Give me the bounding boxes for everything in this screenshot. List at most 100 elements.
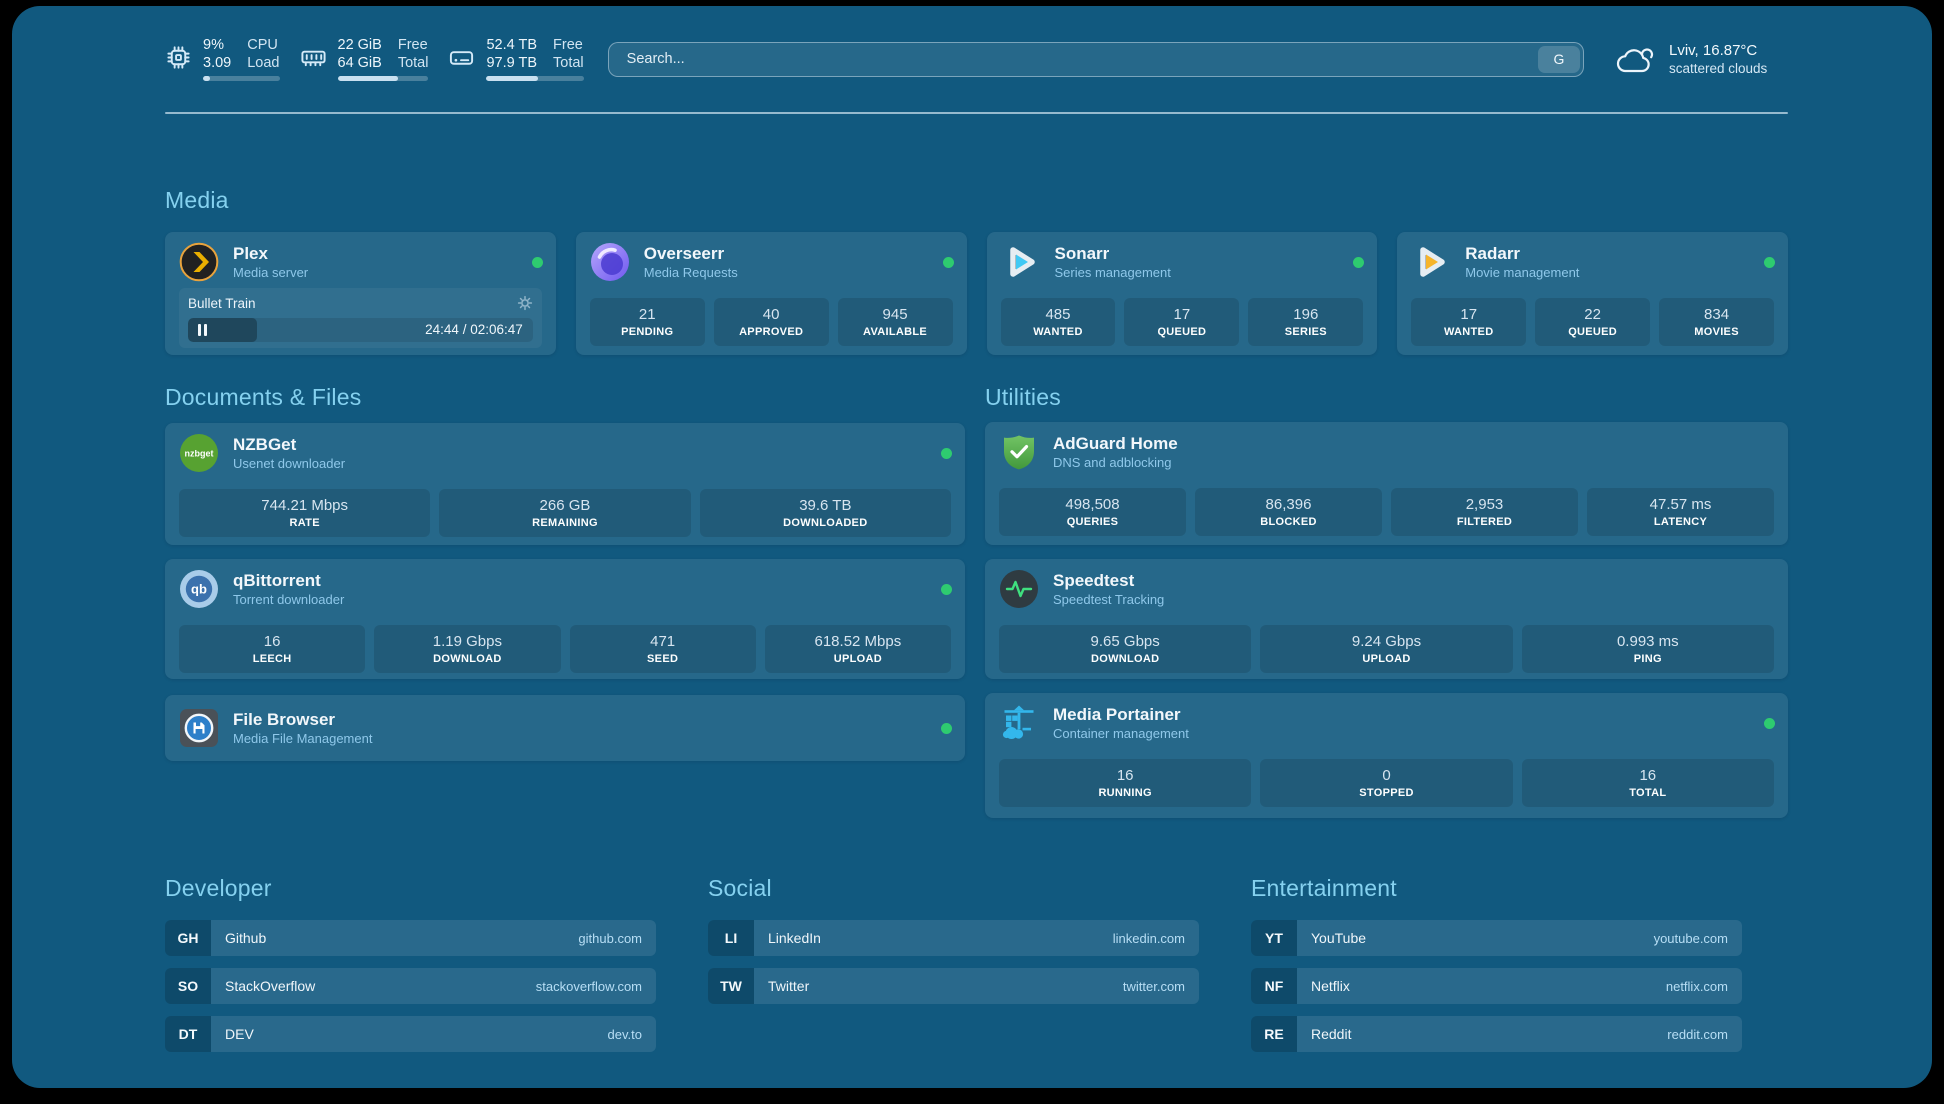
bookmark-domain: dev.to [607,1026,642,1042]
cpu-usage-value: 9% [203,37,224,53]
stat-label: LEECH [252,653,292,665]
stat-label: QUERIES [1066,516,1119,528]
service-card-nzbget[interactable]: nzbget NZBGet Usenet downloader 744.21 M… [165,423,965,545]
bookmark-name: StackOverflow [225,978,316,994]
service-name: Media Portainer [1053,705,1181,724]
bookmark-abbr: GH [165,920,211,956]
bookmark-row-stackoverflow[interactable]: SO StackOverflow stackoverflow.com [165,968,656,1004]
player-settings-icon[interactable] [517,295,533,311]
service-name: Plex [233,244,268,263]
status-dot [942,257,954,268]
stat-label: TOTAL [1629,787,1667,799]
service-name: Overseerr [643,244,725,263]
stat-label: LATENCY [1653,516,1708,528]
section-title-documents: Documents & Files [165,384,362,410]
stat-value: 498,508 [1065,496,1120,513]
service-description: Container management [1053,726,1189,741]
bookmark-group-social: Social LI LinkedIn linkedin.com TW Twitt… [708,874,1199,1064]
bookmark-name: Reddit [1311,1026,1352,1042]
status-dot [1764,718,1775,729]
service-card-radarr[interactable]: Radarr Movie management 17 WANTED 22 QUE… [1397,232,1788,355]
stat-tile: 0.993 ms PING [1521,625,1774,673]
stat-value: 39.6 TB [799,497,852,514]
bookmark-row-netflix[interactable]: NF Netflix netflix.com [1251,968,1742,1004]
bookmark-row-github[interactable]: GH Github github.com [165,920,656,956]
service-card-portainer[interactable]: Media Portainer Container management 16 … [985,693,1788,818]
service-description: Usenet downloader [233,456,346,471]
bookmark-row-linkedin[interactable]: LI LinkedIn linkedin.com [708,920,1199,956]
stat-label: PING [1633,653,1662,665]
service-name: Speedtest [1053,571,1135,590]
search-input[interactable] [607,41,1584,77]
stat-value: 21 [638,306,656,323]
stat-value: 266 GB [539,497,591,514]
status-dot [531,257,543,268]
speedtest-icon [999,569,1039,609]
stat-label: SEED [647,653,679,665]
stat-tile: 17 QUEUED [1124,298,1240,346]
pause-button[interactable] [198,324,207,336]
stat-value: 744.21 Mbps [261,497,349,514]
section-title-media: Media [165,187,229,213]
service-description: Torrent downloader [233,592,345,607]
bookmark-domain: stackoverflow.com [535,978,642,994]
service-description: Media Requests [643,265,738,280]
filebrowser-icon [179,708,219,748]
stat-label: SERIES [1284,326,1327,338]
service-card-speedtest[interactable]: Speedtest Speedtest Tracking 9.65 Gbps D… [985,559,1788,679]
stat-tile: 17 WANTED [1411,298,1527,346]
stat-tile: 86,396 BLOCKED [1195,488,1382,536]
portainer-icon [999,703,1039,743]
status-dot [941,584,952,595]
stat-value: 9.24 Gbps [1351,633,1422,650]
resource-widgets: 9% 3.09 CPU Load [165,37,584,81]
stat-value: 9.65 Gbps [1090,633,1160,650]
stat-tile: 47.57 ms LATENCY [1587,488,1774,536]
stat-label: QUEUED [1568,326,1618,338]
cpu-icon [167,46,190,69]
player-progress[interactable]: 24:44 / 02:06:47 [188,318,533,342]
bookmark-row-dev[interactable]: DT DEV dev.to [165,1016,656,1052]
service-name: AdGuard Home [1053,434,1178,453]
service-card-sonarr[interactable]: Sonarr Series management 485 WANTED 17 Q… [986,232,1378,355]
section-title-entertainment: Entertainment [1251,875,1397,901]
bookmark-abbr: NF [1251,968,1297,1004]
stat-tile: 16 LEECH [179,625,366,673]
service-card-filebrowser[interactable]: File Browser Media File Management [165,695,965,761]
stat-tile: 266 GB REMAINING [439,489,691,537]
bookmark-abbr: SO [165,968,211,1004]
adguard-icon [999,432,1039,472]
service-card-overseerr[interactable]: Overseerr Media Requests 21 PENDING 40 A… [575,232,967,355]
stat-label: QUEUED [1157,326,1207,338]
bookmark-row-twitter[interactable]: TW Twitter twitter.com [708,968,1199,1004]
plex-icon [179,242,219,282]
dashboard-background: 9% 3.09 CPU Load [12,6,1932,1088]
stat-value: 618.52 Mbps [814,633,902,650]
bookmark-row-reddit[interactable]: RE Reddit reddit.com [1251,1016,1742,1052]
stat-label: REMAINING [532,517,598,529]
bookmark-abbr: TW [708,968,754,1004]
bookmark-abbr: YT [1251,920,1297,956]
memory-widget: 22 GiB 64 GiB Free Total [300,37,429,81]
bookmark-domain: reddit.com [1667,1026,1728,1042]
weather-widget: Lviv, 16.87°C scattered clouds [1612,41,1788,78]
disk-progress-bar [486,76,584,81]
cpu-usage-label: CPU [247,37,278,53]
service-description: DNS and adblocking [1053,455,1172,470]
bookmark-row-youtube[interactable]: YT YouTube youtube.com [1251,920,1742,956]
memory-total-value: 64 GiB [337,54,382,71]
stat-tile: 1.19 Gbps DOWNLOAD [374,625,561,673]
stat-label: WANTED [1033,326,1083,338]
stat-tile: 744.21 Mbps RATE [179,489,431,537]
stat-label: BLOCKED [1260,516,1317,528]
search-engine-button[interactable]: G [1538,45,1580,73]
service-card-qbittorrent[interactable]: qb qBittorrent Torrent downloader 16 LEE… [165,559,965,679]
stat-label: FILTERED [1456,516,1513,528]
bookmark-name: Github [225,930,267,946]
stat-value: 485 [1045,306,1071,323]
bookmark-name: YouTube [1311,930,1367,946]
service-card-plex[interactable]: Plex Media server Bullet Train [165,232,556,355]
cpu-load-label: Load [247,54,280,71]
radarr-icon [1411,242,1451,282]
service-card-adguard[interactable]: AdGuard Home DNS and adblocking 498,508 … [985,422,1788,545]
